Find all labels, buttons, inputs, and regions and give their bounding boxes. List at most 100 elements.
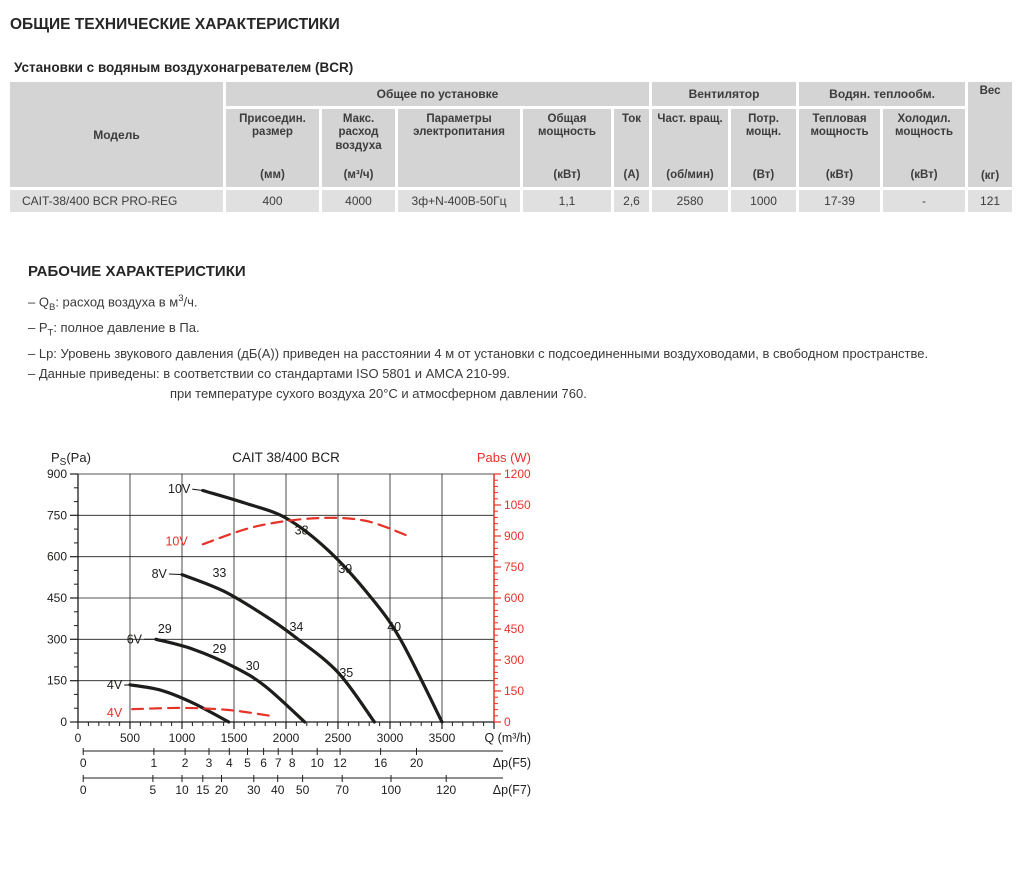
svg-text:39: 39 — [338, 562, 352, 576]
svg-text:16: 16 — [374, 756, 388, 770]
group-header-fan: Вентилятор — [652, 82, 796, 106]
svg-text:450: 450 — [47, 591, 67, 605]
col-header-power-supply: Параметры электропитания — [398, 109, 520, 187]
cell-consumed-power: 1000 — [731, 190, 796, 212]
svg-text:33: 33 — [212, 566, 226, 580]
svg-text:29: 29 — [212, 642, 226, 656]
svg-text:300: 300 — [504, 653, 524, 667]
weight-unit-label: (кг) — [970, 170, 1010, 184]
cell-total-power: 1,1 — [523, 190, 611, 212]
svg-text:10V: 10V — [168, 482, 191, 496]
svg-text:20: 20 — [215, 783, 229, 797]
svg-text:2000: 2000 — [273, 731, 300, 745]
svg-text:12: 12 — [333, 756, 347, 770]
group-header-water-exchanger: Водян. теплообм. — [799, 82, 965, 106]
svg-text:1: 1 — [151, 756, 158, 770]
svg-text:1200: 1200 — [504, 467, 531, 481]
svg-text:3: 3 — [206, 756, 213, 770]
spec-table: Модель Общее по установке Вентилятор Вод… — [7, 79, 1015, 215]
group-header-general: Общее по установке — [226, 82, 649, 106]
col-header-cooling-capacity: Холодил. мощность(кВт) — [883, 109, 965, 187]
svg-text:7: 7 — [275, 756, 282, 770]
working-characteristics-title: РАБОЧИЕ ХАРАКТЕРИСТИКИ — [28, 263, 1030, 280]
svg-text:15: 15 — [196, 783, 210, 797]
table-row: CAIT-38/400 BCR PRO-REG 400 4000 3ф+N-40… — [10, 190, 1012, 212]
col-header-max-airflow: Макс. расход воздуха(м³/ч) — [322, 109, 395, 187]
cell-max-airflow: 4000 — [322, 190, 395, 212]
col-header-rotation-speed: Част. вращ.(об/мин) — [652, 109, 728, 187]
col-header-connection-size: Присоедин. размер(мм) — [226, 109, 319, 187]
cell-model: CAIT-38/400 BCR PRO-REG — [10, 190, 223, 212]
group-header-weight: Вес (кг) — [968, 82, 1012, 187]
svg-text:2500: 2500 — [325, 731, 352, 745]
cell-power-supply: 3ф+N-400В-50Гц — [398, 190, 520, 212]
working-notes: – QВ: расход воздуха в м3/ч.– PТ: полное… — [28, 289, 1030, 404]
page-title: ОБЩИЕ ТЕХНИЧЕСКИЕ ХАРАКТЕРИСТИКИ — [10, 16, 1030, 34]
svg-text:0: 0 — [60, 715, 67, 729]
svg-text:1500: 1500 — [221, 731, 248, 745]
svg-text:750: 750 — [47, 508, 67, 522]
svg-text:35: 35 — [339, 666, 353, 680]
svg-text:1000: 1000 — [169, 731, 196, 745]
svg-text:29: 29 — [158, 621, 172, 635]
svg-text:600: 600 — [504, 591, 524, 605]
svg-text:8: 8 — [289, 756, 296, 770]
svg-text:30: 30 — [246, 659, 260, 673]
cell-cooling-capacity: - — [883, 190, 965, 212]
svg-text:300: 300 — [47, 632, 67, 646]
svg-text:0: 0 — [80, 783, 87, 797]
svg-text:450: 450 — [504, 622, 524, 636]
svg-text:120: 120 — [436, 783, 456, 797]
svg-text:5: 5 — [244, 756, 251, 770]
spec-note-line: – Lp: Уровень звукового давления (дБ(А))… — [28, 344, 1030, 364]
spec-note-line: – Данные приведены: в соответствии со ст… — [28, 364, 1030, 384]
svg-text:Pabs (W): Pabs (W) — [477, 450, 531, 465]
col-header-consumed-power: Потр. мощн.(Вт) — [731, 109, 796, 187]
svg-text:750: 750 — [504, 560, 524, 574]
svg-text:8V: 8V — [152, 567, 168, 581]
svg-text:10V: 10V — [165, 534, 188, 548]
svg-text:Q (m³/h): Q (m³/h) — [484, 731, 531, 745]
section-subtitle: Установки с водяным воздухонагревателем … — [14, 60, 1030, 75]
weight-header-label: Вес — [970, 85, 1010, 99]
svg-text:30: 30 — [247, 783, 261, 797]
cell-weight: 121 — [968, 190, 1012, 212]
svg-text:10: 10 — [175, 783, 189, 797]
svg-text:4V: 4V — [107, 678, 123, 692]
svg-text:3000: 3000 — [377, 731, 404, 745]
svg-text:600: 600 — [47, 549, 67, 563]
svg-text:Δp(F5): Δp(F5) — [493, 756, 531, 770]
svg-text:Δp(F7): Δp(F7) — [493, 783, 531, 797]
svg-text:0: 0 — [504, 715, 511, 729]
col-header-current: Ток(А) — [614, 109, 649, 187]
svg-text:900: 900 — [504, 529, 524, 543]
svg-text:PS(Pa): PS(Pa) — [51, 450, 91, 468]
svg-text:0: 0 — [80, 756, 87, 770]
svg-text:500: 500 — [120, 731, 140, 745]
svg-text:40: 40 — [387, 619, 401, 633]
svg-text:5: 5 — [150, 783, 157, 797]
svg-text:34: 34 — [289, 619, 303, 633]
svg-text:900: 900 — [47, 467, 67, 481]
cell-rotation-speed: 2580 — [652, 190, 728, 212]
cell-connection-size: 400 — [226, 190, 319, 212]
svg-text:100: 100 — [381, 783, 401, 797]
cell-heating-capacity: 17-39 — [799, 190, 880, 212]
svg-text:1050: 1050 — [504, 498, 531, 512]
svg-text:10: 10 — [311, 756, 325, 770]
svg-text:70: 70 — [336, 783, 350, 797]
svg-text:2: 2 — [182, 756, 189, 770]
svg-text:CAIT 38/400 BCR: CAIT 38/400 BCR — [232, 450, 340, 465]
svg-text:38: 38 — [295, 523, 309, 537]
col-header-heating-capacity: Тепловая мощность(кВт) — [799, 109, 880, 187]
col-header-total-power: Общая мощность(кВт) — [523, 109, 611, 187]
spec-note-line: – PТ: полное давление в Па. — [28, 318, 1030, 344]
svg-text:4: 4 — [226, 756, 233, 770]
cell-current: 2,6 — [614, 190, 649, 212]
svg-text:40: 40 — [271, 783, 285, 797]
model-column-header: Модель — [10, 82, 223, 187]
svg-text:150: 150 — [504, 684, 524, 698]
svg-text:20: 20 — [410, 756, 424, 770]
